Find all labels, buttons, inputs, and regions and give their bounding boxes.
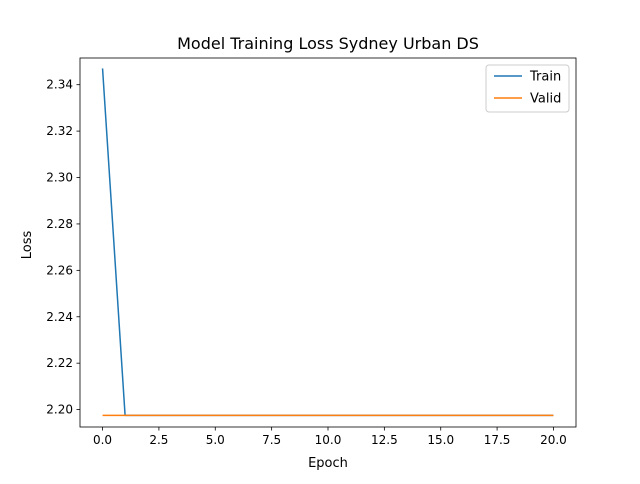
plot-area bbox=[101, 68, 554, 417]
y-tick-label: 2.26 bbox=[46, 263, 73, 277]
y-tick-label: 2.34 bbox=[46, 78, 73, 92]
x-tick-label: 12.5 bbox=[371, 433, 398, 447]
x-tick-label: 5.0 bbox=[206, 433, 225, 447]
x-axis-label: Epoch bbox=[308, 456, 348, 471]
x-tick-label: 2.5 bbox=[149, 433, 168, 447]
y-axis-label: Loss bbox=[20, 231, 35, 260]
y-tick-label: 2.28 bbox=[46, 217, 73, 231]
y-tick-label: 2.24 bbox=[46, 310, 73, 324]
axes: 0.0 2.5 5.0 7.5 10.0 12.5 15.0 17.5 20.0 2.20 2.22… bbox=[46, 57, 577, 447]
legend-label-train: Train bbox=[529, 70, 561, 85]
legend: Train Valid bbox=[485, 64, 570, 113]
y-tick-label: 2.30 bbox=[46, 171, 73, 185]
x-tick-label: 0.0 bbox=[93, 433, 112, 447]
x-tick-label: 17.5 bbox=[484, 433, 511, 447]
y-tick-label: 2.32 bbox=[46, 124, 73, 138]
chart-title: Model Training Loss Sydney Urban DS bbox=[177, 34, 479, 53]
x-tick-label: 15.0 bbox=[427, 433, 454, 447]
x-tick-label: 10.0 bbox=[315, 433, 342, 447]
y-tick-label: 2.22 bbox=[46, 356, 73, 370]
x-tick-label: 7.5 bbox=[262, 433, 281, 447]
x-tick-label: 20.0 bbox=[540, 433, 567, 447]
y-tick-label: 2.20 bbox=[46, 403, 73, 417]
legend-label-valid: Valid bbox=[530, 92, 561, 107]
